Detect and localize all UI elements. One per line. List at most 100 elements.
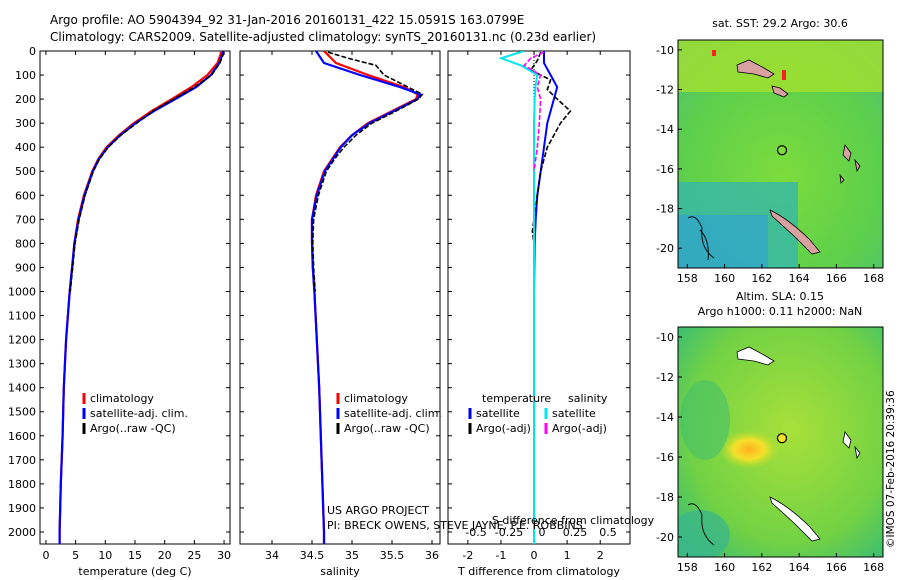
map-y-tick-label: -10 [656,331,674,344]
legend-label: satellite-adj. clim. [90,407,188,420]
top-axis-label: S difference from climatology [492,514,655,527]
depth-tick-label: 1000 [8,285,36,298]
depth-tick-label: 400 [15,141,36,154]
x-tick-label: -1 [495,549,506,562]
map-y-tick-label: -20 [656,531,674,544]
depth-tick-label: 1600 [8,430,36,443]
depth-tick-label: 300 [15,117,36,130]
depth-tick-label: 100 [15,69,36,82]
depth-tick-label: 1300 [8,358,36,371]
legend-label: satellite [476,407,520,420]
island-solomon [736,59,775,79]
depth-tick-label: 1700 [8,454,36,467]
legend-label: satellite [552,407,596,420]
map-y-tick-label: -18 [656,203,674,216]
diff-series-salinity-argoadj [522,51,545,172]
sla-map-subtitle: Argo h1000: 0.11 h2000: NaN [698,305,863,318]
map-y-tick-label: -14 [656,123,674,136]
legend-label: temperature [482,392,551,405]
sla-map-axes: 158 160 162 164 166 168 -10 -12 -14 -16 -18 -20 [656,331,884,574]
sst-cold-patch [678,215,768,268]
x-tick-label: 10 [98,549,112,562]
map-y-tick-label: -12 [656,84,674,97]
x-axis-label: salinity [320,565,360,578]
depth-tick-label: 200 [15,93,36,106]
depth-tick-label: 1400 [8,382,36,395]
series-group [310,51,424,544]
temperature-panel: 0100200300400500600700800900100011001200… [8,45,231,578]
map-y-tick-label: -16 [656,163,674,176]
x-tick-label: 30 [217,549,231,562]
pi-annotation: PI: BRECK OWENS, STEVE JAYNE, P.E. ROBBI… [327,519,583,532]
map-x-tick-label: 158 [677,561,698,574]
sla-map-frame [677,326,884,558]
island-small [771,85,789,98]
x-tick-label: 35.5 [380,549,405,562]
depth-tick-label: 700 [15,213,36,226]
map-x-tick-label: 160 [714,272,735,285]
sla-low-west [680,380,730,460]
depth-tick-label: 1900 [8,502,36,515]
project-annotation: US ARGO PROJECT [327,504,429,517]
sst-map-title: sat. SST: 29.2 Argo: 30.6 [712,17,848,30]
argo-position-marker-sla [776,433,788,444]
argo-position-marker [776,145,788,156]
island-vanuatu [839,144,861,184]
panel-frame [39,50,231,545]
legend-label: Argo(..raw -QC) [344,422,430,435]
series-line-argorawqc [311,51,424,292]
depth-tick-label: 800 [15,237,36,250]
x-tick-label: 25 [187,549,201,562]
x-tick-label: 35 [345,549,359,562]
x-tick-label: 1 [564,549,571,562]
top-tick-label: -0.5 [465,526,486,539]
legend-label: Argo(-adj) [552,422,607,435]
x-tick-label: 0 [531,549,538,562]
x-tick-label: 20 [158,549,172,562]
salinity-panel: 34 34.5 35 35.5 36 salinity climatology satelli… [239,50,442,578]
depth-tick-label: 0 [29,45,36,58]
map-x-tick-label: 166 [826,561,847,574]
legend-label: Argo(-adj) [476,422,531,435]
x-tick-label: 15 [128,549,142,562]
x-tick-label: 5 [72,549,79,562]
x-axis-label: temperature (deg C) [78,565,191,578]
map-y-tick-label: -16 [656,451,674,464]
panel-frame [239,50,441,545]
sla-low-southwest [678,510,730,557]
x-tick-label: -2 [462,549,473,562]
series-group [58,51,225,544]
island-vanuatu-sla [842,431,861,460]
sst-warm-band [678,40,883,92]
x-tick-label: 34.5 [300,549,325,562]
x-tick-label: 34 [265,549,279,562]
diff-series-salinity-satellite [498,51,539,544]
x-tick-label: 0 [42,549,49,562]
series-line-argorawqc [69,51,225,292]
sst-map-frame [677,39,884,269]
x-tick-label: 2 [597,549,604,562]
map-x-tick-label: 164 [789,272,810,285]
map-y-tick-label: -10 [656,44,674,57]
map-x-tick-label: 162 [751,561,772,574]
bathymetry-contour [687,216,715,261]
island-new-caledonia-sla [769,496,821,542]
sla-map-title: Altim. SLA: 0.15 [736,290,824,303]
depth-tick-label: 1100 [8,310,36,323]
top-tick-label: 0.5 [599,526,617,539]
sla-high-anomaly [705,413,815,483]
map-y-tick-label: -12 [656,371,674,384]
top-tick-label: -0.25 [495,526,523,539]
sst-map: 158 160 162 164 166 168 -10 -12 -14 -16 -18 -20 [656,39,884,285]
depth-tick-label: 1800 [8,478,36,491]
legend-label: Argo(..raw -QC) [90,422,176,435]
depth-tick-label: 2000 [8,526,36,539]
imos-stamp: ©IMOS 07-Feb-2016 20:39:36 [885,390,897,548]
map-y-tick-label: -20 [656,242,674,255]
map-x-tick-label: 158 [677,272,698,285]
legend-label: climatology [90,392,154,405]
map-y-tick-label: -14 [656,411,674,424]
x-tick-label: 36 [425,549,439,562]
top-tick-label: 0.25 [563,526,588,539]
